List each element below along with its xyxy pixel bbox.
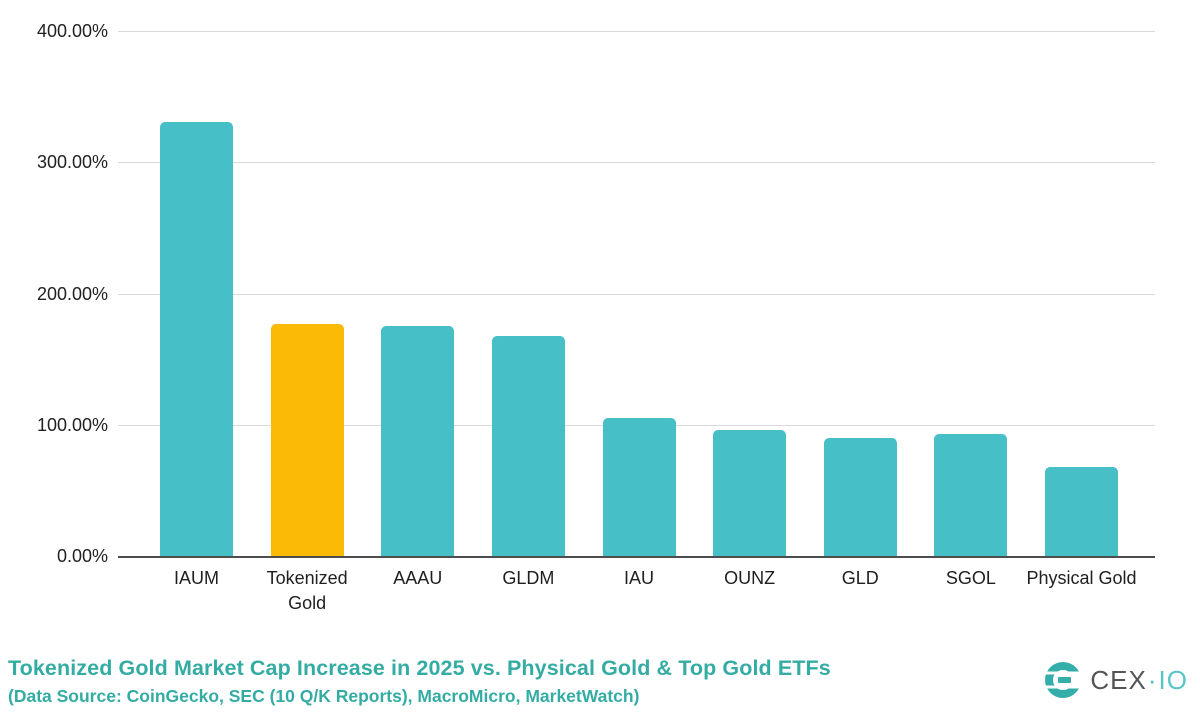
x-category-label: GLD bbox=[841, 568, 879, 588]
x-category-label: Tokenized Gold bbox=[266, 568, 348, 613]
bar-physical-gold bbox=[1045, 466, 1118, 556]
cexio-wordmark: CEX·IO bbox=[1090, 665, 1188, 696]
logo-text-io: IO bbox=[1158, 664, 1188, 695]
chart-subtitle: (Data Source: CoinGecko, SEC (10 Q/K Rep… bbox=[8, 686, 640, 706]
logo-separator-dot: · bbox=[1147, 664, 1158, 695]
x-category-label: IAUM bbox=[174, 568, 219, 588]
bar-ounz bbox=[713, 430, 787, 556]
gridline bbox=[118, 162, 1155, 164]
chart-title: Tokenized Gold Market Cap Increase in 20… bbox=[8, 656, 831, 680]
bar-iau bbox=[602, 418, 676, 556]
y-tick-label: 300.00% bbox=[36, 152, 108, 173]
plot-area bbox=[118, 31, 1155, 558]
bar-iaum bbox=[160, 121, 233, 556]
x-category-label: SGOL bbox=[945, 568, 996, 588]
x-category-label: IAU bbox=[623, 568, 654, 588]
bar-aaau bbox=[381, 326, 455, 556]
x-category-label: GLDM bbox=[502, 568, 555, 588]
x-category-label: OUNZ bbox=[724, 568, 776, 588]
y-tick-label: 200.00% bbox=[36, 283, 108, 304]
bar-tokenized-gold bbox=[270, 323, 344, 556]
bar-gld bbox=[823, 437, 897, 556]
cexio-logo: CEX·IO bbox=[1043, 660, 1188, 700]
y-tick-label: 0.00% bbox=[56, 546, 108, 566]
y-tick-label: 100.00% bbox=[36, 414, 108, 435]
x-category-label: AAAU bbox=[393, 568, 443, 588]
gridline bbox=[118, 293, 1155, 295]
gridline bbox=[118, 31, 1155, 32]
bar-gldm bbox=[491, 335, 565, 556]
logo-text-cex: CEX bbox=[1090, 664, 1147, 695]
chart-caption: Tokenized Gold Market Cap Increase in 20… bbox=[8, 656, 1008, 707]
x-category-label: Physical Gold bbox=[1026, 568, 1137, 588]
bar-sgol bbox=[934, 433, 1008, 556]
cexio-mark-icon bbox=[1043, 662, 1084, 698]
y-tick-label: 400.00% bbox=[36, 21, 108, 41]
